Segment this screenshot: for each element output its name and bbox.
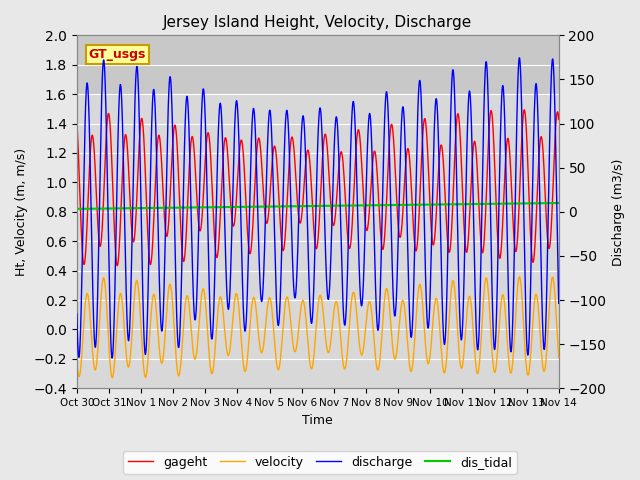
Line: gageht: gageht <box>77 110 559 265</box>
X-axis label: Time: Time <box>302 414 333 427</box>
discharge <box>157 313 164 319</box>
gageht <box>128 229 136 235</box>
gageht <box>520 107 528 113</box>
Legend: gageht, velocity, discharge, dis_tidal: gageht, velocity, discharge, dis_tidal <box>123 451 517 474</box>
discharge <box>258 299 266 304</box>
Y-axis label: Discharge (m3/s): Discharge (m3/s) <box>612 158 625 265</box>
gageht <box>493 232 501 238</box>
dis_tidal <box>545 200 553 206</box>
gageht <box>157 143 164 149</box>
Line: dis_tidal: dis_tidal <box>77 203 559 209</box>
dis_tidal <box>493 201 501 206</box>
Line: velocity: velocity <box>77 276 559 378</box>
gageht <box>546 244 554 250</box>
dis_tidal <box>73 206 81 212</box>
velocity <box>108 375 116 381</box>
dis_tidal <box>555 200 563 206</box>
velocity <box>157 357 164 362</box>
dis_tidal <box>128 205 136 211</box>
Bar <box>77 36 559 94</box>
velocity <box>555 355 563 360</box>
dis_tidal <box>157 205 164 211</box>
velocity <box>279 330 287 336</box>
gageht <box>113 263 121 268</box>
discharge <box>73 311 81 316</box>
Line: discharge: discharge <box>77 58 559 358</box>
velocity <box>258 350 266 356</box>
gageht <box>73 119 81 124</box>
velocity <box>128 333 136 338</box>
discharge <box>108 355 116 361</box>
discharge <box>555 300 563 306</box>
discharge <box>128 243 136 249</box>
velocity <box>493 349 501 355</box>
Text: GT_usgs: GT_usgs <box>89 48 146 60</box>
Y-axis label: Ht, Velocity (m, m/s): Ht, Velocity (m, m/s) <box>15 148 28 276</box>
dis_tidal <box>278 204 286 209</box>
velocity <box>515 274 523 279</box>
Title: Jersey Island Height, Velocity, Discharge: Jersey Island Height, Velocity, Discharg… <box>163 15 472 30</box>
discharge <box>515 55 523 60</box>
gageht <box>555 117 563 122</box>
gageht <box>258 162 266 168</box>
velocity <box>546 301 554 307</box>
gageht <box>279 247 287 252</box>
discharge <box>493 273 501 278</box>
dis_tidal <box>258 204 266 209</box>
discharge <box>546 141 554 147</box>
discharge <box>279 210 287 216</box>
velocity <box>73 358 81 364</box>
